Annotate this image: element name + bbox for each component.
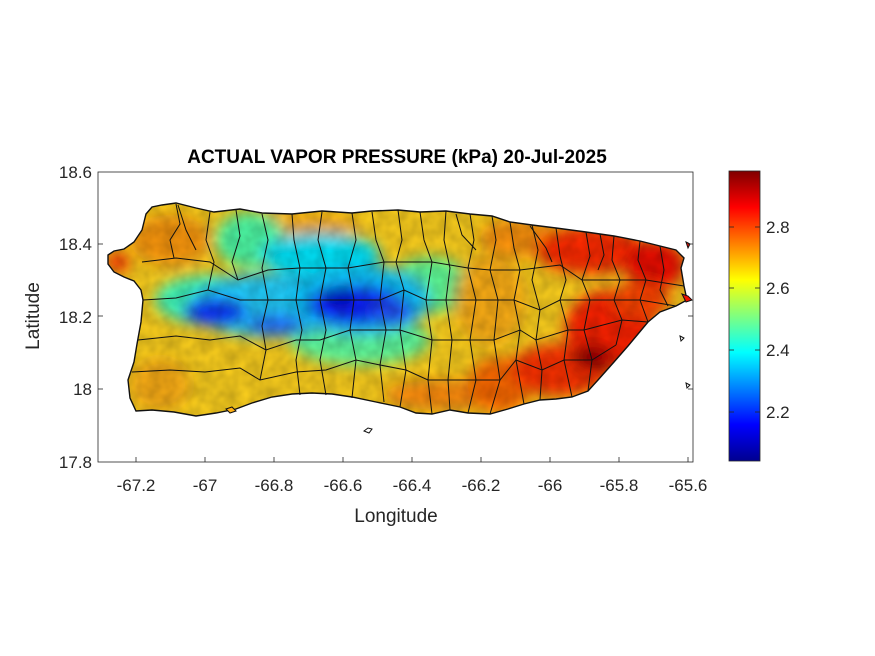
- offshore-islets: [225, 241, 693, 434]
- y-tick-label: 18.4: [59, 235, 92, 254]
- colorbar-tick-label: 2.4: [766, 341, 790, 360]
- colorbar-gradient: [728, 170, 761, 462]
- colorbar-tick-label: 2.8: [766, 218, 790, 237]
- y-tick-label: 18.2: [59, 308, 92, 327]
- y-axis: 18.6 18.4 18.2 18 17.8: [59, 163, 693, 472]
- x-tick-label: -66.6: [324, 476, 363, 495]
- x-tick-label: -65.8: [600, 476, 639, 495]
- vapor-pressure-field: [108, 203, 687, 416]
- y-tick-label: 18: [73, 380, 92, 399]
- x-tick-label: -67: [193, 476, 218, 495]
- municipality-boundaries: [131, 203, 685, 415]
- y-axis-label: Latitude: [23, 282, 44, 350]
- colorbar-tick-label: 2.6: [766, 279, 790, 298]
- colorbar-tick-label: 2.2: [766, 403, 790, 422]
- chart-title: ACTUAL VAPOR PRESSURE (kPa) 20-Jul-2025: [187, 147, 607, 168]
- x-tick-label: -66.4: [393, 476, 432, 495]
- x-tick-label: -66.8: [255, 476, 294, 495]
- x-axis: -67.2 -67 -66.8 -66.6 -66.4 -66.2 -66 -6…: [117, 457, 708, 495]
- x-tick-label: -65.6: [669, 476, 708, 495]
- x-tick-label: -67.2: [117, 476, 156, 495]
- x-tick-label: -66: [538, 476, 563, 495]
- y-tick-label: 18.6: [59, 163, 92, 182]
- x-tick-label: -66.2: [462, 476, 501, 495]
- x-axis-label: Longitude: [354, 506, 437, 527]
- colorbar: 2.2 2.4 2.6 2.8: [728, 170, 790, 462]
- y-tick-label: 17.8: [59, 453, 92, 472]
